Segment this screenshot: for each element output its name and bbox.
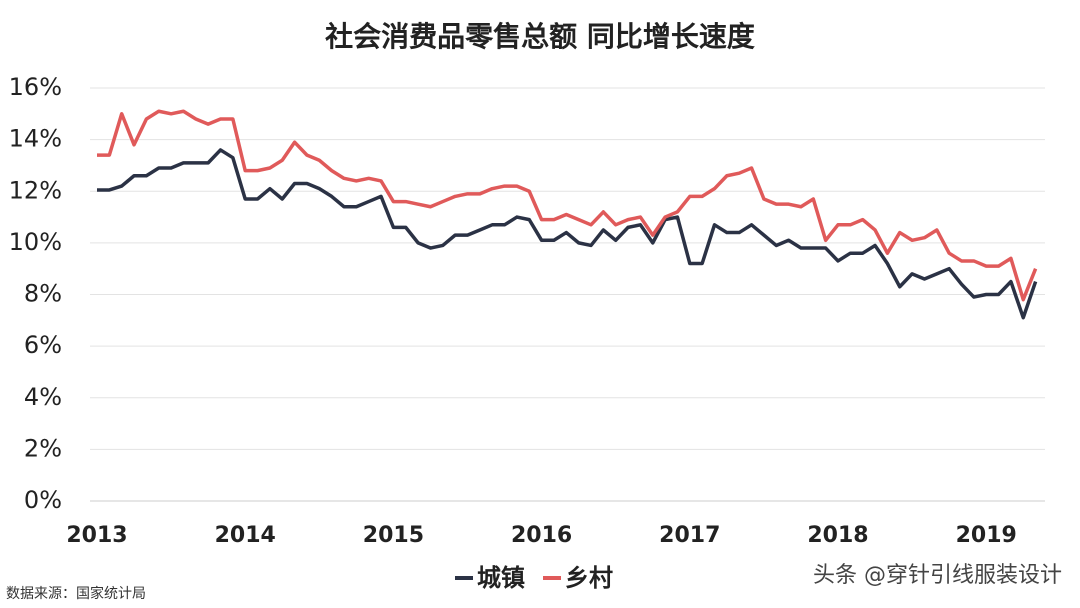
x-tick-label: 2015 xyxy=(363,523,424,548)
series-line xyxy=(97,109,1038,302)
y-tick-label: 6% xyxy=(24,331,62,359)
x-tick-label: 2016 xyxy=(511,523,572,548)
x-tick-label: 2014 xyxy=(215,523,276,548)
watermark: 头条 @穿针引线服装设计 xyxy=(813,563,1062,588)
series-line xyxy=(97,148,1038,320)
y-tick-label: 12% xyxy=(9,176,62,204)
y-tick-label: 8% xyxy=(24,280,62,308)
legend-label: 城镇 xyxy=(477,564,525,592)
source-note: 数据来源：国家统计局 xyxy=(6,585,146,602)
x-tick-label: 2018 xyxy=(807,523,868,548)
x-tick-label: 2017 xyxy=(659,523,720,548)
chart-title: 社会消费品零售总额 同比增长速度 xyxy=(325,20,755,53)
y-tick-label: 0% xyxy=(24,486,62,514)
legend-label: 乡村 xyxy=(565,564,613,592)
y-tick-label: 4% xyxy=(24,383,62,411)
legend: 城镇 乡村 xyxy=(455,564,613,592)
y-tick-label: 16% xyxy=(9,73,62,101)
y-tick-label: 14% xyxy=(9,125,62,153)
y-tick-label: 2% xyxy=(24,434,62,462)
x-tick-label: 2013 xyxy=(66,523,127,548)
x-tick-label: 2019 xyxy=(956,523,1017,548)
y-tick-label: 10% xyxy=(9,228,62,256)
